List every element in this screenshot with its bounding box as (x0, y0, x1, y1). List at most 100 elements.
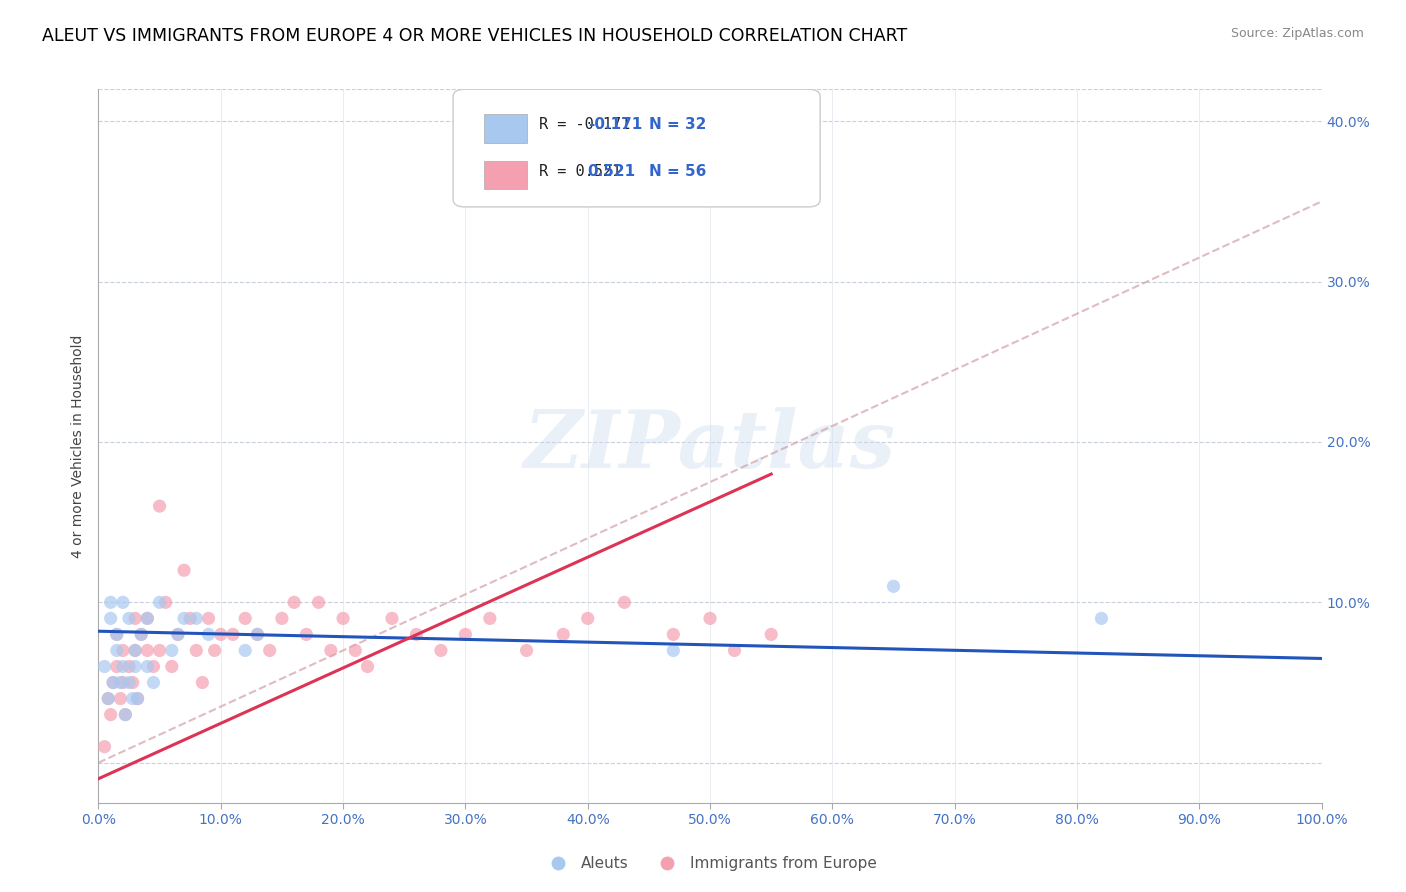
FancyBboxPatch shape (453, 89, 820, 207)
Text: -0.171: -0.171 (588, 118, 643, 132)
Point (204, 643, 226, 657)
Point (118, 675, 141, 690)
Point (136, 611, 159, 625)
Point (136, 643, 159, 657)
Point (308, 595, 330, 609)
Point (97, 691, 120, 706)
Point (111, 659, 134, 673)
Point (344, 643, 367, 657)
Point (186, 643, 208, 657)
Point (124, 643, 146, 657)
Text: 0.521: 0.521 (588, 164, 636, 178)
Point (101, 675, 124, 690)
Point (97, 691, 120, 706)
Point (246, 627, 269, 641)
Point (295, 627, 318, 641)
Point (110, 675, 132, 690)
Point (124, 643, 146, 657)
Point (430, 643, 453, 657)
Point (155, 595, 177, 609)
Point (105, 627, 128, 641)
Point (197, 627, 219, 641)
Text: N = 32: N = 32 (648, 118, 706, 132)
Point (662, 643, 685, 657)
Point (105, 643, 128, 657)
Point (167, 627, 190, 641)
Point (142, 659, 165, 673)
Point (553, 627, 575, 641)
Point (515, 643, 537, 657)
Point (319, 643, 342, 657)
Point (136, 611, 159, 625)
Point (173, 611, 195, 625)
Point (179, 611, 201, 625)
Point (142, 675, 165, 690)
Text: N = 56: N = 56 (648, 164, 706, 178)
Point (114, 707, 136, 722)
Text: ALEUT VS IMMIGRANTS FROM EUROPE 4 OR MORE VEHICLES IN HOUSEHOLD CORRELATION CHAR: ALEUT VS IMMIGRANTS FROM EUROPE 4 OR MOR… (42, 27, 907, 45)
Point (105, 659, 128, 673)
Point (173, 563, 195, 577)
Point (100, 611, 122, 625)
Point (381, 611, 404, 625)
Point (118, 659, 141, 673)
Point (454, 627, 477, 641)
Point (121, 691, 143, 706)
Point (761, 627, 783, 641)
Point (149, 499, 172, 513)
Point (124, 611, 146, 625)
Text: R = -0.171: R = -0.171 (538, 118, 630, 132)
Point (259, 643, 281, 657)
Text: ZIPatlas: ZIPatlas (524, 408, 896, 484)
Point (111, 675, 134, 690)
Point (270, 611, 294, 625)
Point (100, 707, 122, 722)
Point (149, 595, 172, 609)
Point (127, 691, 149, 706)
Point (160, 659, 183, 673)
Point (209, 627, 232, 641)
Point (356, 659, 378, 673)
Point (662, 627, 685, 641)
FancyBboxPatch shape (484, 114, 526, 143)
Point (136, 659, 159, 673)
Point (129, 627, 152, 641)
Point (129, 627, 152, 641)
Point (233, 611, 256, 625)
Point (118, 611, 141, 625)
Legend: Aleuts, Immigrants from Europe: Aleuts, Immigrants from Europe (537, 850, 883, 877)
Text: R = 0.521: R = 0.521 (538, 164, 621, 178)
Point (883, 579, 905, 593)
Point (613, 595, 636, 609)
Point (121, 675, 143, 690)
Point (405, 627, 427, 641)
FancyBboxPatch shape (484, 161, 526, 189)
Point (1090, 611, 1112, 625)
Point (105, 627, 128, 641)
Point (197, 611, 219, 625)
Point (93, 739, 115, 754)
Point (101, 675, 124, 690)
Point (149, 643, 172, 657)
Point (699, 611, 721, 625)
Point (93, 659, 115, 673)
Point (111, 595, 134, 609)
Point (576, 611, 599, 625)
Point (124, 659, 146, 673)
Point (723, 643, 745, 657)
Point (332, 611, 354, 625)
Point (233, 643, 256, 657)
Point (222, 627, 245, 641)
Point (283, 595, 305, 609)
Point (246, 627, 269, 641)
Point (114, 707, 136, 722)
Point (167, 627, 190, 641)
Point (478, 611, 501, 625)
Point (191, 675, 214, 690)
Point (186, 611, 208, 625)
Point (127, 691, 149, 706)
Point (100, 595, 122, 609)
Point (111, 643, 134, 657)
Y-axis label: 4 or more Vehicles in Household: 4 or more Vehicles in Household (72, 334, 86, 558)
Point (110, 691, 132, 706)
